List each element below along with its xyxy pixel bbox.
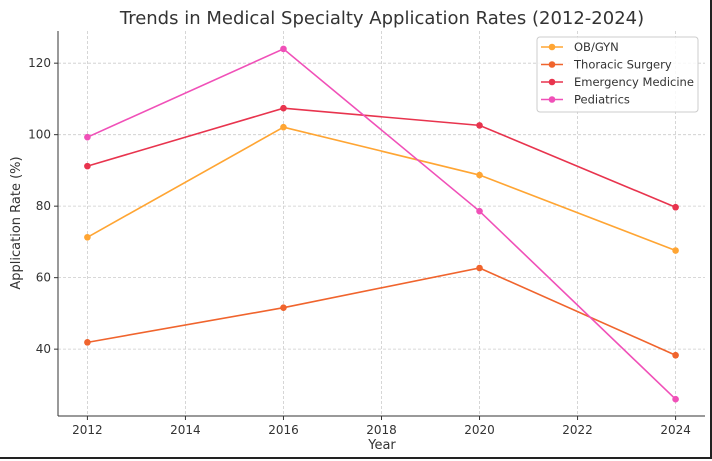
x-tick-label: 2016 bbox=[268, 423, 299, 437]
data-point bbox=[476, 264, 483, 272]
x-tick-label: 2012 bbox=[72, 423, 103, 437]
x-tick-label: 2014 bbox=[170, 423, 201, 437]
series-line bbox=[87, 47, 677, 400]
data-point bbox=[84, 339, 91, 346]
legend-box bbox=[536, 36, 699, 113]
data-point bbox=[476, 122, 483, 129]
data-point bbox=[672, 203, 679, 211]
data-point bbox=[280, 123, 287, 131]
legend-marker bbox=[548, 43, 556, 51]
data-point bbox=[84, 133, 91, 141]
data-point bbox=[672, 247, 679, 254]
data-point bbox=[476, 171, 483, 179]
x-axis-label: Year bbox=[367, 438, 396, 453]
y-tick-label: 40 bbox=[36, 342, 51, 356]
legend-marker bbox=[548, 96, 556, 103]
x-tick-label: 2020 bbox=[464, 423, 495, 437]
legend-label: Emergency Medicine bbox=[574, 75, 694, 89]
legend-label: OB/GYN bbox=[574, 40, 619, 54]
legend-marker bbox=[548, 78, 556, 86]
data-point bbox=[84, 162, 91, 170]
x-tick-label: 2022 bbox=[562, 423, 593, 437]
series-line bbox=[87, 107, 676, 208]
data-point bbox=[672, 395, 679, 403]
data-point bbox=[280, 45, 287, 53]
y-tick-label: 60 bbox=[36, 271, 51, 285]
y-tick-label: 100 bbox=[28, 128, 51, 142]
x-tick-label: 2018 bbox=[366, 423, 397, 437]
data-point bbox=[84, 233, 91, 241]
legend-marker bbox=[548, 61, 556, 68]
legend-label: Thoracic Surgery bbox=[573, 58, 672, 72]
series-line bbox=[87, 126, 676, 252]
series-line bbox=[87, 267, 676, 356]
data-point bbox=[672, 351, 679, 359]
data-point bbox=[476, 207, 483, 215]
y-axis-label: Application Rate (%) bbox=[9, 156, 24, 289]
y-tick-label: 80 bbox=[36, 199, 51, 213]
legend-label: Pediatrics bbox=[574, 93, 630, 107]
chart-title: Trends in Medical Specialty Application … bbox=[119, 8, 644, 29]
y-tick-label: 120 bbox=[28, 56, 51, 70]
data-point bbox=[280, 104, 287, 112]
data-point bbox=[280, 304, 287, 311]
x-tick-label: 2024 bbox=[660, 423, 691, 437]
legend: OB/GYN Thoracic Surgery Emergency Medicine… bbox=[536, 36, 699, 113]
